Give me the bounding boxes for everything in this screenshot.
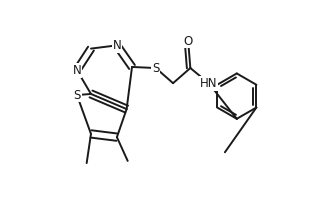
Text: N: N [113,39,121,52]
Text: O: O [184,35,193,48]
Text: HN: HN [200,77,217,90]
Text: S: S [73,89,81,102]
Text: N: N [72,64,81,77]
Text: S: S [152,62,160,75]
